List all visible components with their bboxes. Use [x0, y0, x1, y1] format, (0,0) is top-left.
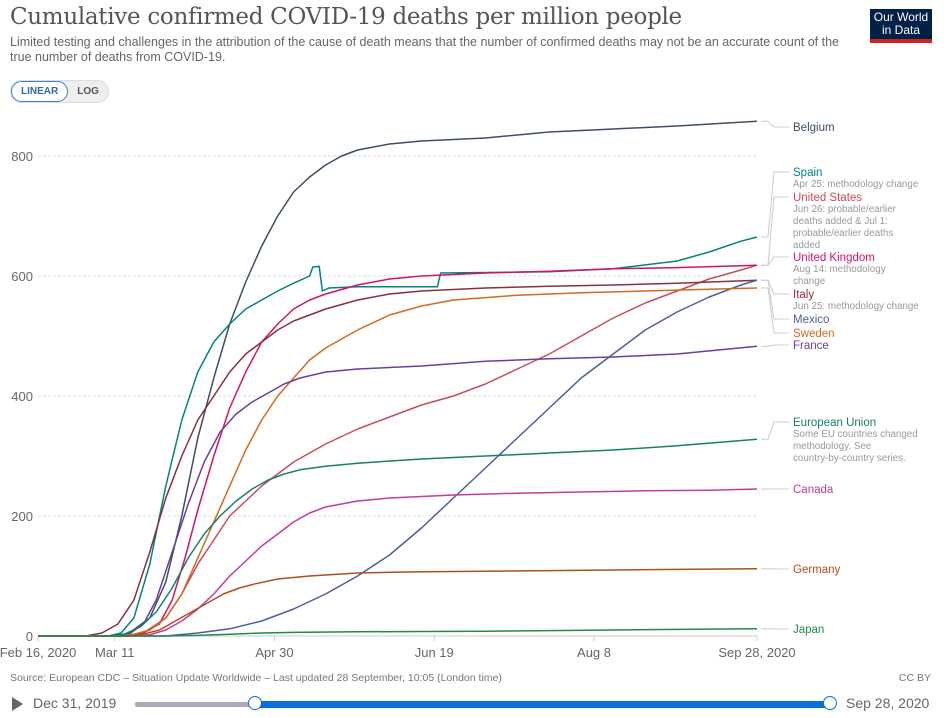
- y-tick-label: 800: [11, 149, 33, 164]
- legend-label-germany[interactable]: Germany: [793, 564, 841, 576]
- logo-line-2: in Data: [881, 23, 921, 37]
- license-link[interactable]: CC BY: [898, 672, 931, 684]
- x-tick-label: Sep 28, 2020: [718, 645, 795, 660]
- x-tick-label: Apr 30: [255, 645, 293, 660]
- y-tick-label: 400: [11, 389, 33, 404]
- legend-annotation: Apr 25: methodology change: [793, 179, 919, 190]
- series-line-italy[interactable]: [38, 279, 758, 637]
- x-tick-label: Jun 19: [415, 645, 454, 660]
- series-line-united-states[interactable]: [38, 264, 758, 637]
- series-line-germany[interactable]: [38, 568, 758, 637]
- legend-connector: [761, 279, 789, 320]
- legend-label-united-states[interactable]: United States: [793, 192, 862, 204]
- legend-label-italy[interactable]: Italy: [793, 289, 814, 301]
- legend-connector: [761, 421, 789, 440]
- legend-annotation: country-by-country series.: [793, 453, 906, 464]
- series-line-france[interactable]: [38, 345, 758, 637]
- legend-annotation: probable/earlier deaths: [793, 228, 893, 239]
- logo-line-1: Our World: [873, 10, 929, 24]
- series-line-sweden[interactable]: [38, 287, 758, 637]
- legend-connector: [761, 287, 789, 334]
- linear-scale-button[interactable]: LINEAR: [11, 81, 69, 102]
- owid-logo[interactable]: Our World in Data: [870, 9, 932, 43]
- legend-annotation: deaths added & Jul 1:: [793, 216, 888, 227]
- legend-annotation: Some EU countries changed: [793, 429, 918, 440]
- x-axis: Feb 16, 2020 Mar 11 Apr 30 Jun 19 Aug 8 Sep 2…: [0, 635, 796, 660]
- timeline: Dec 31, 2019 Sep 28, 2020: [0, 693, 947, 717]
- legend-annotation: added: [793, 240, 820, 251]
- legend-connector: [761, 344, 789, 347]
- legend-label-european-union[interactable]: European Union: [793, 417, 876, 429]
- legend-connector: [761, 120, 789, 128]
- legend-label-sweden[interactable]: Sweden: [793, 328, 835, 340]
- legend-connector: [761, 196, 789, 266]
- x-tick-label: Aug 8: [577, 645, 611, 660]
- series-line-united-kingdom[interactable]: [38, 264, 758, 637]
- timeline-end-handle[interactable]: [823, 696, 837, 710]
- chart-subtitle: Limited testing and challenges in the at…: [10, 35, 839, 64]
- legend-connector: [761, 279, 789, 295]
- legend-label-mexico[interactable]: Mexico: [793, 314, 829, 326]
- legend-label-united-kingdom[interactable]: United Kingdom: [793, 252, 875, 264]
- x-tick-label: Feb 16, 2020: [0, 645, 76, 660]
- x-tick-label: Mar 11: [95, 645, 135, 660]
- legend-annotation: Jun 25: methodology change: [793, 301, 919, 312]
- legend-label-canada[interactable]: Canada: [793, 484, 834, 496]
- series-line-japan[interactable]: [38, 628, 758, 637]
- series-lines: [38, 120, 758, 637]
- line-chart[interactable]: 0 200 400 600 800 Feb 16, 2020 Mar 11 Apr 30 Ju…: [0, 100, 947, 660]
- timeline-start-label: Dec 31, 2019: [33, 695, 117, 711]
- series-line-mexico[interactable]: [38, 279, 758, 637]
- timeline-start-handle[interactable]: [248, 696, 262, 710]
- log-scale-button[interactable]: LOG: [77, 86, 99, 97]
- series-line-canada[interactable]: [38, 488, 758, 637]
- legend-connector: [761, 171, 789, 238]
- chart-title: Cumulative confirmed COVID-19 deaths per…: [10, 4, 682, 30]
- timeline-end-label: Sep 28, 2020: [846, 695, 930, 711]
- legend-annotation: Aug 14: methodology: [793, 264, 886, 275]
- legend-label-belgium[interactable]: Belgium: [793, 122, 835, 134]
- legend-label-japan[interactable]: Japan: [793, 624, 824, 636]
- legend-connector: [761, 256, 789, 266]
- timeline-selected-range[interactable]: [255, 701, 830, 708]
- legend-label-spain[interactable]: Spain: [793, 167, 822, 179]
- y-tick-label: 200: [11, 509, 33, 524]
- source-note: Source: European CDC – Situation Update …: [10, 672, 502, 684]
- play-icon[interactable]: [12, 697, 23, 711]
- legend-label-france[interactable]: France: [793, 340, 829, 352]
- legend-annotation: Jun 26: probable/earlier: [793, 204, 897, 215]
- y-tick-label: 600: [11, 269, 33, 284]
- grid-lines: [38, 155, 757, 517]
- y-axis: 0 200 400 600 800: [11, 149, 33, 644]
- y-tick-label: 0: [26, 629, 33, 644]
- series-line-belgium[interactable]: [38, 120, 758, 637]
- legend-annotation: change: [793, 276, 826, 287]
- legend-annotation: methodology. See: [793, 441, 872, 452]
- scale-toggle: LINEAR LOG: [10, 80, 109, 103]
- series-line-european-union[interactable]: [38, 438, 758, 637]
- series-line-spain[interactable]: [38, 236, 758, 637]
